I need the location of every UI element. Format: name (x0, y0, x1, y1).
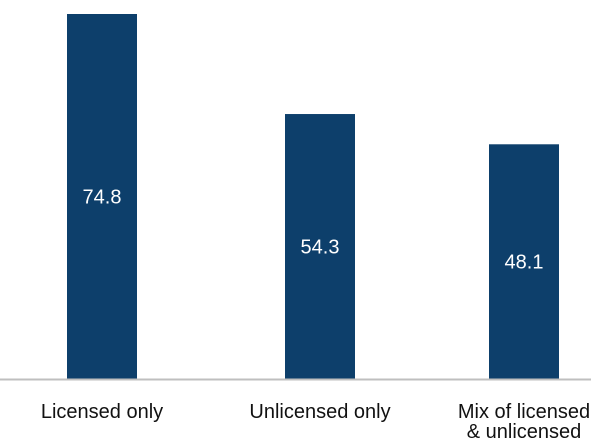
bar-1 (285, 114, 355, 380)
bar-0 (67, 14, 137, 379)
category-label-2-line-0: Mix of licensed (458, 401, 590, 423)
bar-2 (489, 144, 559, 379)
category-labels-group: Licensed only Unlicensed only Mix of licen… (41, 401, 590, 442)
bars-group: 74.8 54.3 48.1 (67, 14, 559, 380)
category-label-1: Unlicensed only (249, 401, 390, 423)
value-label-0: 74.8 (83, 187, 122, 209)
value-label-2: 48.1 (505, 252, 544, 274)
value-label-1: 54.3 (301, 237, 340, 259)
category-label-2-line-1: & unlicensed (467, 421, 582, 442)
category-label-0: Licensed only (41, 401, 163, 423)
